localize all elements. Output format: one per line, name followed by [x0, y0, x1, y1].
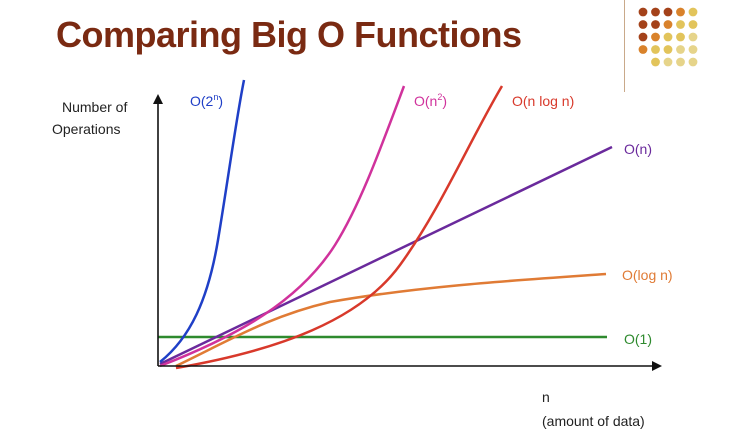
slide-title: Comparing Big O Functions — [56, 14, 522, 55]
decorative-dot — [688, 32, 698, 42]
decorative-dot — [638, 32, 648, 42]
decorative-dot — [638, 7, 648, 17]
title-divider — [624, 0, 625, 92]
decorative-dot — [638, 20, 648, 29]
x-axis-label-line1: n — [542, 389, 550, 405]
y-axis-label-line2: Operations — [52, 121, 120, 137]
decorative-dot — [651, 57, 660, 67]
decorative-dot — [676, 20, 685, 29]
decorative-dot — [651, 7, 660, 17]
label-exponential: O(2n) — [190, 92, 223, 109]
curve-linear — [159, 145, 613, 366]
label-quadratic: O(n2) — [414, 92, 447, 109]
curve-quadratic — [159, 85, 406, 368]
curve-exponential — [159, 79, 246, 363]
label-n-log-n: O(n log n) — [512, 93, 574, 109]
decorative-dot — [676, 45, 685, 54]
x-axis-label-line2: (amount of data) — [542, 413, 645, 429]
decorative-dot — [663, 45, 673, 54]
label-linear: O(n) — [624, 141, 652, 157]
decorative-dot — [638, 45, 648, 54]
curves-group — [158, 79, 613, 370]
decorative-dot — [688, 45, 698, 54]
decorative-dot — [663, 32, 673, 42]
decorative-dot — [651, 32, 660, 42]
curve-logarithmic — [175, 272, 607, 368]
y-axis-label-line1: Number of — [62, 99, 127, 115]
decorative-dot — [688, 20, 698, 29]
decorative-dot — [676, 32, 685, 42]
decorative-dot — [688, 7, 698, 17]
decorative-dot — [663, 20, 673, 29]
decorative-dot — [663, 7, 673, 17]
decorative-dot-grid — [638, 7, 698, 67]
decorative-dot — [676, 57, 685, 67]
decorative-dot — [651, 45, 660, 54]
curve-n-log-n — [175, 85, 504, 370]
decorative-dot — [676, 7, 685, 17]
decorative-dot — [651, 20, 660, 29]
label-logarithmic: O(log n) — [622, 267, 673, 283]
decorative-dot — [688, 57, 698, 67]
label-constant: O(1) — [624, 331, 652, 347]
decorative-dot — [663, 57, 673, 67]
